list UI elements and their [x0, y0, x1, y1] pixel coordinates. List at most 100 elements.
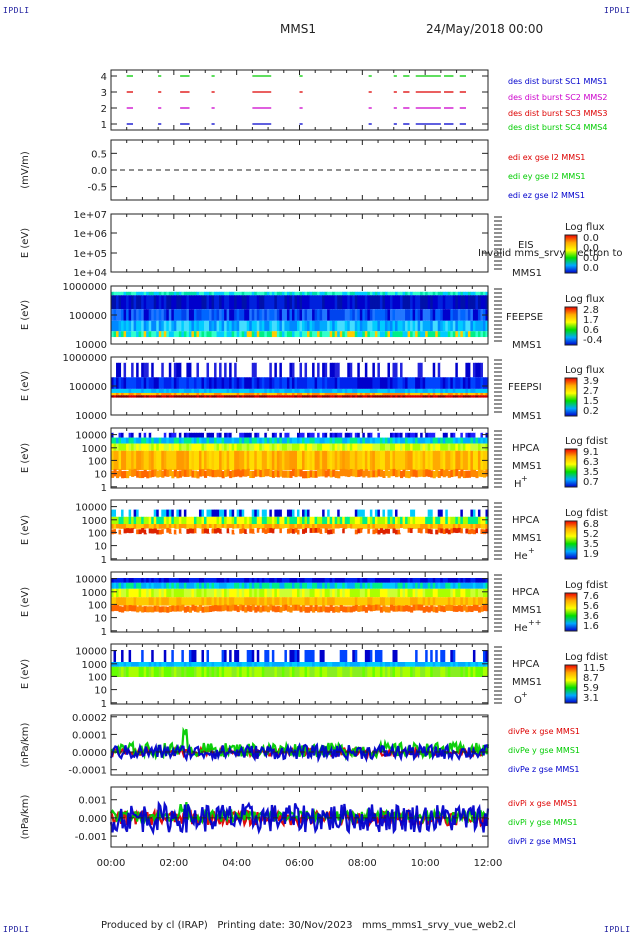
hpca-he-heatmap-cell: [447, 529, 451, 535]
hpca-h-heatmap-cell: [445, 443, 449, 451]
hpca-h-heatmap-cell: [163, 437, 167, 444]
hpca-o-heatmap-cell: [286, 662, 291, 667]
hpca-he-heatmap-cell: [334, 528, 338, 534]
hpca-h-heatmap-cell: [254, 432, 258, 438]
hpca-hepp-heatmap-cell: [181, 597, 185, 606]
feepsi-heatmap-cell: [126, 395, 130, 398]
feepsi-heatmap-cell: [427, 395, 431, 398]
hpca-he-heatmap-cell: [309, 524, 313, 529]
hpca-h-heatmap-cell: [234, 443, 238, 451]
hpca-he-heatmap-cell: [302, 516, 306, 524]
hpca-hepp-heatmap-cell: [176, 597, 180, 606]
hpca-h-heatmap-cell: [161, 443, 165, 451]
feepsi-heatmap-cell: [211, 362, 215, 378]
feepse-heatmap-cell: [191, 291, 195, 296]
hpca-he-heatmap-cell: [447, 524, 451, 529]
hpca-hepp-heatmap-cell: [379, 606, 384, 613]
hpca-h-heatmap-cell: [219, 469, 223, 478]
hpca-he-heatmap-cell: [156, 524, 160, 529]
hpca-he-heatmap-cell: [339, 509, 343, 517]
hpca-o-colorbar-tick: 3.1: [583, 693, 599, 704]
hpca-h-heatmap-cell: [392, 432, 396, 438]
hpca-h-heatmap-cell: [334, 437, 338, 444]
hpca-h-heatmap-cell: [417, 437, 421, 444]
hpca-o-heatmap-cell: [126, 650, 130, 662]
feepsi-heatmap-cell: [395, 388, 399, 393]
hpca-h-heatmap-cell: [475, 450, 479, 470]
hpca-he-heatmap-cell: [113, 516, 117, 524]
hpca-he-heatmap-cell: [377, 529, 381, 535]
hpca-o-heatmap-cell: [480, 666, 484, 677]
hpca-he-heatmap-cell: [485, 528, 489, 534]
feepsi-heatmap-cell: [166, 388, 170, 393]
hpca-o-heatmap-cell: [422, 666, 426, 677]
feepsi-heatmap-cell: [279, 377, 283, 389]
hpca-h-heatmap-cell: [379, 450, 384, 470]
hpca-he-heatmap-cell: [460, 524, 464, 529]
feepse-heatmap-cell: [437, 309, 441, 321]
feepse-heatmap-cell: [291, 291, 296, 296]
feepse-heatmap-cell: [319, 291, 323, 296]
hpca-he-heatmap-cell: [417, 516, 421, 524]
hpca-hepp-heatmap-cell: [392, 605, 396, 612]
hpca-hepp-heatmap-cell: [437, 597, 441, 606]
feepsi-heatmap-cell: [219, 388, 223, 393]
feepse-heatmap-cell: [296, 295, 301, 310]
hpca-h-heatmap-cell: [281, 432, 286, 438]
feepse-heatmap-cell: [312, 309, 316, 321]
hpca-hepp-ytick-label: 1: [101, 627, 107, 638]
feepse-heatmap-cell: [229, 331, 233, 338]
feepsi-heatmap-cell: [460, 392, 464, 396]
hpca-he-heatmap-cell: [334, 509, 338, 517]
hpca-hepp-heatmap-cell: [304, 578, 308, 583]
feepsi-heatmap-cell: [279, 388, 283, 393]
hpca-h-heatmap-cell: [133, 443, 137, 451]
hpca-hepp-heatmap-cell: [279, 597, 283, 606]
hpca-h-heatmap-cell: [445, 437, 449, 444]
hpca-o-heatmap-cell: [151, 650, 155, 662]
feepsi-heatmap-cell: [395, 392, 399, 396]
feepse-heatmap-cell: [171, 320, 175, 332]
hpca-o-heatmap-cell: [334, 662, 338, 667]
feepsi-heatmap-cell: [203, 392, 208, 396]
hpca-he-heatmap-band: [111, 509, 489, 517]
hpca-h-heatmap-cell: [324, 437, 328, 444]
hpca-hepp-heatmap-cell: [193, 578, 198, 583]
hpca-hepp-heatmap-cell: [269, 578, 273, 583]
hpca-h-heatmap-cell: [372, 450, 376, 470]
hpca-o-heatmap-cell: [395, 650, 399, 662]
hpca-h-heatmap-cell: [244, 437, 248, 444]
hpca-h-heatmap-cell: [309, 443, 313, 451]
feepse-heatmap-cell: [314, 295, 318, 310]
hpca-he-heatmap-cell: [420, 524, 424, 529]
hpca-o-heatmap-cell: [206, 662, 210, 667]
hpca-hepp-heatmap-cell: [284, 604, 288, 611]
hpca-h-heatmap-cell: [191, 437, 195, 444]
hpca-h-heatmap-cell: [309, 470, 313, 478]
feepsi-heatmap-cell: [281, 377, 286, 389]
hpca-o-heatmap-cell: [251, 666, 255, 677]
hpca-hepp-heatmap-cell: [113, 588, 117, 598]
feepse-heatmap-cell: [168, 320, 172, 332]
hpca-h-heatmap-cell: [281, 470, 286, 478]
feepse-heatmap-cell: [447, 295, 451, 310]
hpca-he-heatmap-cell: [249, 524, 253, 529]
hpca-hepp-heatmap-cell: [211, 578, 215, 583]
hpca-hepp-heatmap-cell: [322, 597, 326, 606]
hpca-o-heatmap-cell: [294, 662, 298, 667]
hpca-o-heatmap-cell: [274, 666, 278, 677]
hpca-hepp-heatmap-cell: [186, 605, 190, 612]
hpca-he-heatmap-cell: [226, 524, 230, 529]
feepse-heatmap-cell: [234, 291, 238, 296]
hpca-o-heatmap-cell: [430, 666, 434, 677]
hpca-hepp-heatmap-cell: [183, 582, 187, 589]
feepse-heatmap-cell: [425, 331, 429, 338]
feepsi-heatmap-cell: [462, 388, 466, 393]
hpca-o-heatmap-cell: [477, 662, 482, 667]
feepsi-heatmap-cell: [374, 362, 379, 378]
hpca-h-colorbar: [564, 448, 578, 488]
hpca-hepp-heatmap-cell: [214, 578, 218, 583]
feepsi-heatmap-cell: [163, 362, 167, 378]
hpca-hepp-heatmap-cell: [420, 582, 424, 589]
hpca-h-heatmap-cell: [128, 432, 132, 438]
